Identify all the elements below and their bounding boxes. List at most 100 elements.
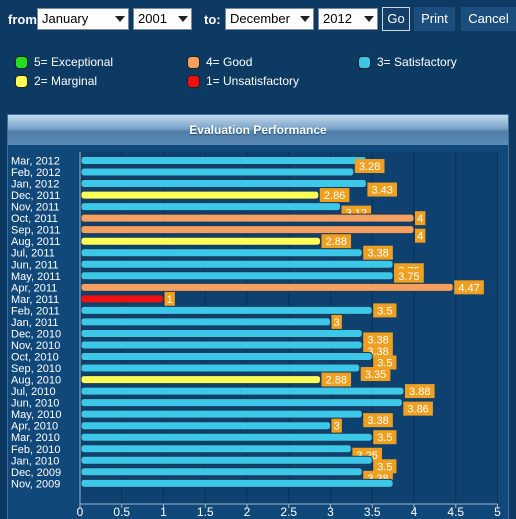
data-label-box [363, 413, 393, 428]
data-label: 3.38 [367, 334, 388, 346]
data-label-box [415, 228, 426, 243]
category-label: Jun, 2010 [11, 398, 59, 410]
category-label: Jun, 2011 [11, 259, 59, 271]
from-month-select[interactable]: January [37, 8, 129, 30]
bar [80, 478, 394, 488]
to-year-select[interactable]: 2012 [318, 8, 378, 30]
x-tick-label: 3 [327, 505, 334, 519]
bar [80, 213, 415, 223]
data-label: 3.88 [409, 386, 430, 398]
data-label-box [164, 291, 175, 306]
rating-legend: 5= Exceptional 4= Good 3= Satisfactory 2… [0, 50, 516, 95]
category-label: Apr, 2011 [11, 282, 57, 294]
category-label: Apr, 2010 [11, 421, 58, 433]
data-label: 3.43 [371, 185, 392, 197]
data-label-box [367, 182, 398, 197]
category-label: Nov, 2010 [11, 340, 60, 352]
bar [80, 363, 361, 373]
filter-toolbar: from: January 2001 to: December 2012 Go … [0, 0, 516, 40]
data-label-box [363, 245, 393, 260]
data-label: 3.5 [377, 461, 392, 473]
data-label-box [363, 332, 393, 347]
legend-swatch-red [187, 75, 200, 89]
panel-title: Evaluation Performance [8, 115, 508, 145]
category-label: Sep, 2011 [11, 225, 60, 237]
from-year-select[interactable]: 2001 [133, 8, 192, 30]
data-label-box [373, 303, 397, 318]
data-label-box [321, 234, 352, 249]
category-label: Jul, 2011 [11, 248, 55, 260]
category-label: Feb, 2012 [11, 167, 61, 179]
data-label: 1 [167, 294, 173, 306]
bar [80, 455, 373, 465]
x-tick-label: 2.5 [280, 505, 297, 519]
bar [80, 271, 394, 281]
bar [80, 294, 164, 304]
legend-label: 3= Satisfactory [377, 55, 457, 69]
bar [80, 421, 331, 431]
category-label: May, 2010 [11, 409, 62, 421]
chevron-down-icon [300, 16, 310, 22]
x-tick-label: 5 [494, 505, 501, 519]
from-label: from: [8, 12, 42, 27]
bar [80, 236, 321, 246]
x-tick-label: 1 [160, 505, 167, 519]
legend-label: 1= Unsatisfactory [206, 74, 300, 88]
data-label: 2.88 [326, 236, 347, 248]
data-label-box [354, 159, 385, 174]
category-label: Oct, 2011 [11, 213, 58, 225]
data-label: 3.5 [377, 358, 392, 370]
category-label: Oct, 2010 [11, 352, 59, 364]
legend-swatch-green [15, 56, 28, 70]
data-label: 4 [417, 231, 423, 243]
category-label: Aug, 2010 [11, 375, 61, 387]
bar [80, 328, 363, 338]
data-label: 3.86 [407, 404, 428, 416]
x-tick-label: 4.5 [447, 505, 464, 519]
category-label: Dec, 2010 [11, 328, 61, 340]
category-label: Jul, 2010 [11, 386, 56, 398]
category-label: Jan, 2010 [11, 455, 59, 467]
legend-item-good: 4= Good [187, 55, 252, 71]
bar [80, 282, 454, 292]
bar [80, 432, 373, 442]
to-label: to: [204, 12, 221, 27]
data-label-box [454, 280, 484, 295]
category-label: Jan, 2011 [11, 317, 59, 329]
x-tick-label: 2 [244, 505, 251, 519]
x-tick-label: 4 [411, 505, 418, 519]
category-label: Nov, 2009 [11, 478, 60, 490]
data-label-box [373, 430, 397, 445]
data-label: 3.5 [377, 305, 392, 317]
legend-label: 2= Marginal [34, 74, 98, 88]
legend-swatch-yellow [15, 75, 28, 89]
x-tick-label: 0.5 [113, 505, 130, 519]
category-label: Dec, 2009 [11, 467, 61, 479]
legend-label: 4= Good [206, 55, 253, 69]
bar [80, 375, 321, 385]
bar [80, 386, 405, 396]
data-label: 3.5 [377, 432, 392, 444]
legend-label: 5= Exceptional [34, 55, 114, 69]
x-tick-label: 3.5 [364, 505, 381, 519]
category-label: Aug, 2011 [11, 236, 60, 248]
bar [80, 409, 363, 419]
data-label-box [331, 418, 342, 433]
data-label: 3 [334, 421, 340, 433]
legend-item-unsatisfactory: 1= Unsatisfactory [187, 74, 299, 90]
print-button[interactable]: Print [414, 7, 455, 31]
to-month-value: December [230, 11, 290, 26]
data-label-box [415, 211, 426, 226]
data-label-box [404, 384, 435, 399]
bar [80, 202, 342, 212]
category-label: Dec, 2011 [11, 190, 60, 202]
go-button[interactable]: Go [382, 7, 410, 31]
data-label-box [319, 188, 350, 203]
data-label: 2.88 [326, 375, 347, 387]
category-label: Sep, 2010 [11, 363, 61, 375]
legend-swatch-cyan [358, 56, 371, 70]
data-label: 3 [334, 317, 340, 329]
to-month-select[interactable]: December [225, 8, 314, 30]
from-month-value: January [42, 11, 89, 26]
category-label: May, 2011 [11, 271, 61, 283]
